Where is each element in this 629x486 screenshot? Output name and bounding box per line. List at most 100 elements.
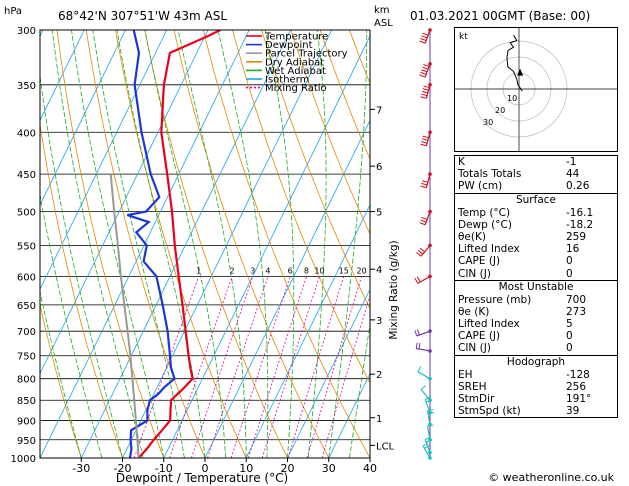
table-row: Pressure (mb) 700 — [455, 294, 617, 306]
legend-item-label: Mixing Ratio — [265, 83, 327, 94]
temperature-tick-label: 30 — [322, 462, 336, 475]
dry-adiabat-line — [290, 30, 370, 235]
legend-item-label: Wet Adiabat — [265, 66, 326, 77]
wind-barb-flag — [419, 247, 425, 253]
dry-adiabat-line — [56, 30, 165, 458]
wind-barb-flag — [423, 85, 430, 88]
table-row: Temp (°C) -16.1 — [455, 207, 617, 219]
wet-adiabat-line — [40, 192, 103, 458]
isotherm-line — [40, 30, 85, 122]
pressure-tick-label: 900 — [17, 417, 36, 428]
row-value: 44 — [566, 168, 580, 181]
plot-frame — [39, 29, 371, 459]
wind-barb-dot — [428, 329, 432, 334]
series-dewpoint — [127, 30, 176, 458]
legend-item-label: Dry Adiabat — [265, 57, 324, 68]
row-value: 191° — [566, 393, 592, 405]
wind-barb-flag — [421, 138, 428, 141]
isotherm-line — [287, 288, 370, 458]
x-axis-title: Dewpoint / Temperature (°C) — [116, 471, 288, 485]
wet-adiabat-line — [349, 322, 370, 458]
wind-barb-flag — [419, 40, 426, 44]
wind-barb-flag — [416, 329, 420, 336]
hodograph-unit-label: kt — [459, 32, 468, 42]
mixing-ratio-label: 6 — [288, 266, 293, 275]
row-label: Pressure (mb) — [458, 293, 532, 306]
row-value: 0.26 — [566, 180, 590, 193]
wet-adiabat-line — [177, 30, 247, 458]
pressure-tick-label: 400 — [17, 128, 36, 139]
row-value: 39 — [566, 405, 580, 418]
table-row: StmDir 191° — [455, 393, 617, 405]
pressure-tick-label: 650 — [17, 301, 36, 312]
wind-barb-dot — [428, 172, 432, 176]
dry-adiabat-line — [40, 303, 82, 458]
dry-adiabat-line — [319, 30, 370, 161]
hpa-unit: hPa — [4, 6, 22, 17]
wet-adiabat-line — [307, 30, 327, 458]
wind-barb-flag — [421, 93, 428, 97]
row-label: θe(K) — [458, 230, 486, 243]
table-row: Dewp (°C) -18.2 — [455, 219, 617, 231]
wind-barb-flag — [418, 343, 421, 350]
table-row: CIN (J) 0 — [455, 268, 617, 280]
wet-adiabat-line — [92, 30, 185, 458]
isotherm-line — [328, 372, 370, 458]
mixing-ratio-line — [191, 276, 254, 458]
row-label: CAPE (J) — [458, 330, 501, 343]
wind-barb — [425, 132, 431, 146]
wind-barb-flag — [415, 342, 418, 349]
legend-item-label: Parcel Trajectory — [265, 49, 348, 60]
mixing-ratio-label: 8 — [304, 266, 309, 275]
pressure-tick-label: 300 — [17, 26, 36, 37]
temperature-tick-label: 10 — [239, 462, 253, 475]
wind-barb-dot — [428, 209, 432, 214]
km-tick-label: 4 — [376, 265, 382, 276]
wind-barb-flag — [422, 32, 429, 36]
mixing-ratio-line — [287, 276, 345, 458]
pressure-tick-label: 850 — [17, 396, 36, 407]
table-row: EH -128 — [455, 369, 617, 381]
table-row: θe(K) 259 — [455, 231, 617, 243]
sounding-series — [109, 30, 221, 458]
station-location: 68°42'N 307°51'W 43m ASL — [58, 9, 227, 23]
wind-barb-flag — [416, 276, 421, 283]
wind-barb-dot — [428, 349, 432, 353]
wet-adiabat-line — [217, 30, 269, 458]
legend-item-label: Isotherm — [265, 75, 309, 86]
row-value: 0 — [566, 267, 573, 280]
wet-adiabat-line — [144, 30, 226, 458]
wind-barb-flag — [421, 90, 428, 94]
row-label: CIN (J) — [458, 267, 491, 280]
table-row: Lifted Index 16 — [455, 243, 617, 255]
wet-adiabat-line — [40, 289, 82, 458]
row-label: StmSpd (kt) — [458, 405, 521, 418]
pressure-tick-label: 550 — [17, 241, 36, 252]
row-label: CIN (J) — [458, 342, 491, 355]
wind-barb-flag — [419, 74, 426, 78]
table-row: PW (cm) 0.26 — [455, 180, 617, 192]
pressure-tick-label: 800 — [17, 375, 36, 386]
temperature-tick-label: 40 — [363, 462, 377, 475]
forecast-datetime: 01.03.2021 00GMT (Base: 00) — [410, 9, 590, 23]
row-label: K — [458, 156, 465, 168]
copyright-credit: © weatheronline.co.uk — [488, 471, 614, 484]
km-tick-label: 2 — [376, 370, 382, 381]
row-value: 5 — [566, 318, 573, 331]
table-row: θe (K) 273 — [455, 306, 617, 318]
isotherm-line — [122, 30, 333, 458]
hodograph-ring-label: 10 — [507, 94, 517, 103]
mixing-ratio-label: 15 — [339, 266, 349, 275]
wind-barb-flag — [414, 330, 418, 337]
dry-adiabat-line — [202, 30, 370, 458]
series-temperature — [137, 30, 221, 458]
mixing-ratio-label: 10 — [314, 266, 324, 275]
wind-barb-flag — [420, 219, 427, 223]
wind-barb-flag — [422, 66, 429, 70]
mixing-ratio-axis-title: Mixing Ratio (g/kg) — [388, 240, 400, 339]
wet-adiabat-line — [71, 30, 165, 458]
mixing-ratio-line — [261, 276, 320, 458]
